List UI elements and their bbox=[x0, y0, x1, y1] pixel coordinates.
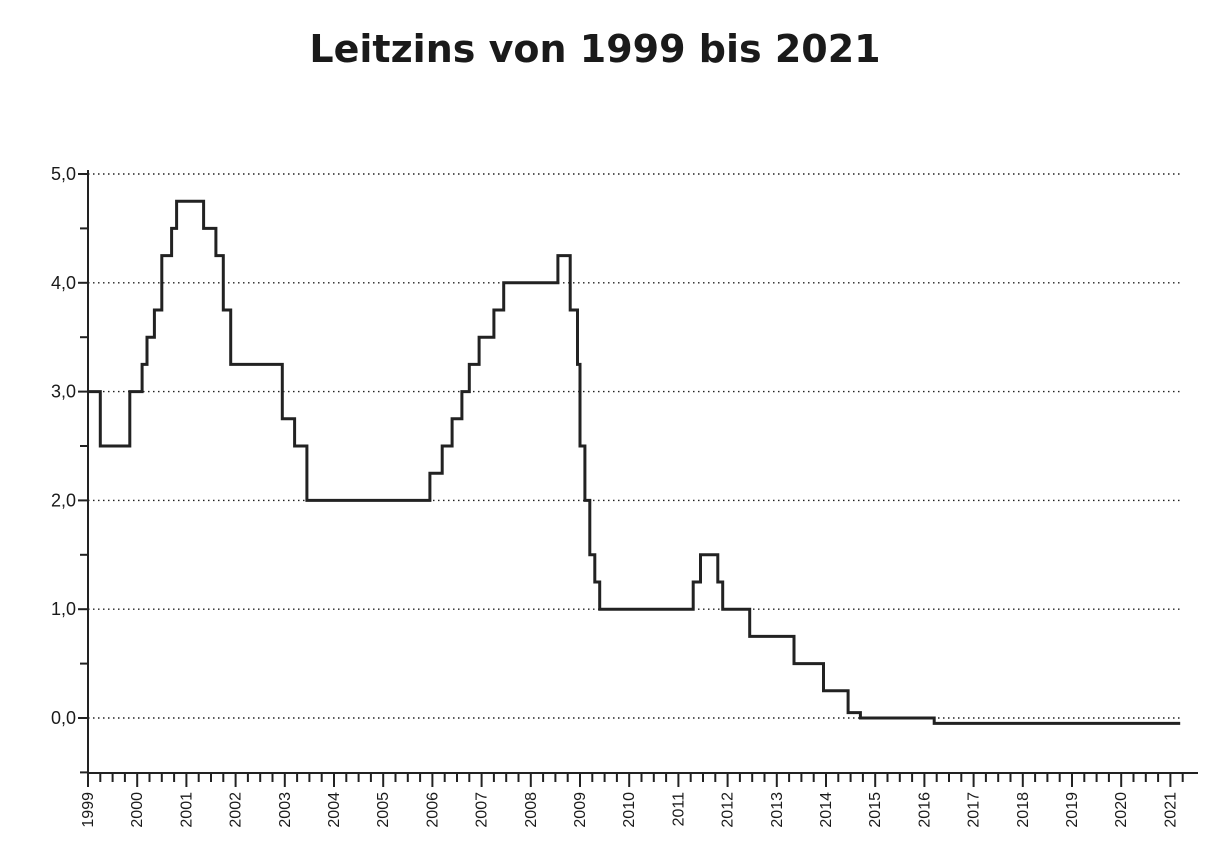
x-tick-label: 2013 bbox=[769, 792, 786, 828]
x-tick-label: 2021 bbox=[1162, 792, 1179, 828]
x-tick-label: 2011 bbox=[670, 792, 687, 827]
x-tick-label: 2007 bbox=[474, 792, 491, 828]
x-tick-label: 2008 bbox=[523, 792, 540, 828]
x-tick-label: 2006 bbox=[424, 792, 441, 828]
x-tick-label: 2014 bbox=[818, 792, 835, 828]
x-tick-label: 2018 bbox=[1015, 792, 1032, 828]
x-tick-label: 2015 bbox=[867, 792, 884, 828]
x-tick-label: 2001 bbox=[178, 792, 195, 828]
x-tick-label: 2012 bbox=[720, 792, 737, 828]
y-tick-label: 1,0 bbox=[51, 599, 76, 619]
series-line bbox=[88, 199, 1181, 725]
chart-title: Leitzins von 1999 bis 2021 bbox=[309, 27, 880, 71]
axes bbox=[78, 170, 1198, 787]
y-tick-label: 3,0 bbox=[51, 382, 76, 402]
y-tick-label: 0,0 bbox=[51, 708, 76, 728]
x-tick-label: 2004 bbox=[326, 792, 343, 828]
y-tick-labels: 0,0 1,0 2,0 3,0 4,0 5,0 bbox=[51, 164, 76, 728]
x-tick-labels: 1999 2000 2001 2002 2003 2004 2005 2006 2007 2008… bbox=[80, 792, 1179, 828]
x-tick-label: 2020 bbox=[1113, 792, 1130, 828]
x-tick-label: 2019 bbox=[1064, 792, 1081, 828]
gridlines bbox=[88, 173, 1182, 719]
y-tick-label: 2,0 bbox=[51, 490, 76, 510]
x-tick-label: 2017 bbox=[966, 792, 983, 828]
x-tick-label: 2010 bbox=[621, 792, 638, 828]
x-tick-label: 1999 bbox=[80, 792, 97, 828]
x-tick-label: 2000 bbox=[129, 792, 146, 828]
x-tick-label: 2003 bbox=[277, 792, 294, 828]
x-tick-label: 2005 bbox=[375, 792, 392, 828]
series-layer bbox=[88, 199, 1181, 725]
y-tick-label: 5,0 bbox=[51, 164, 76, 184]
x-tick-label: 2002 bbox=[228, 792, 245, 828]
y-tick-label: 4,0 bbox=[51, 273, 76, 293]
x-tick-label: 2009 bbox=[572, 792, 589, 828]
x-tick-label: 2016 bbox=[916, 792, 933, 828]
